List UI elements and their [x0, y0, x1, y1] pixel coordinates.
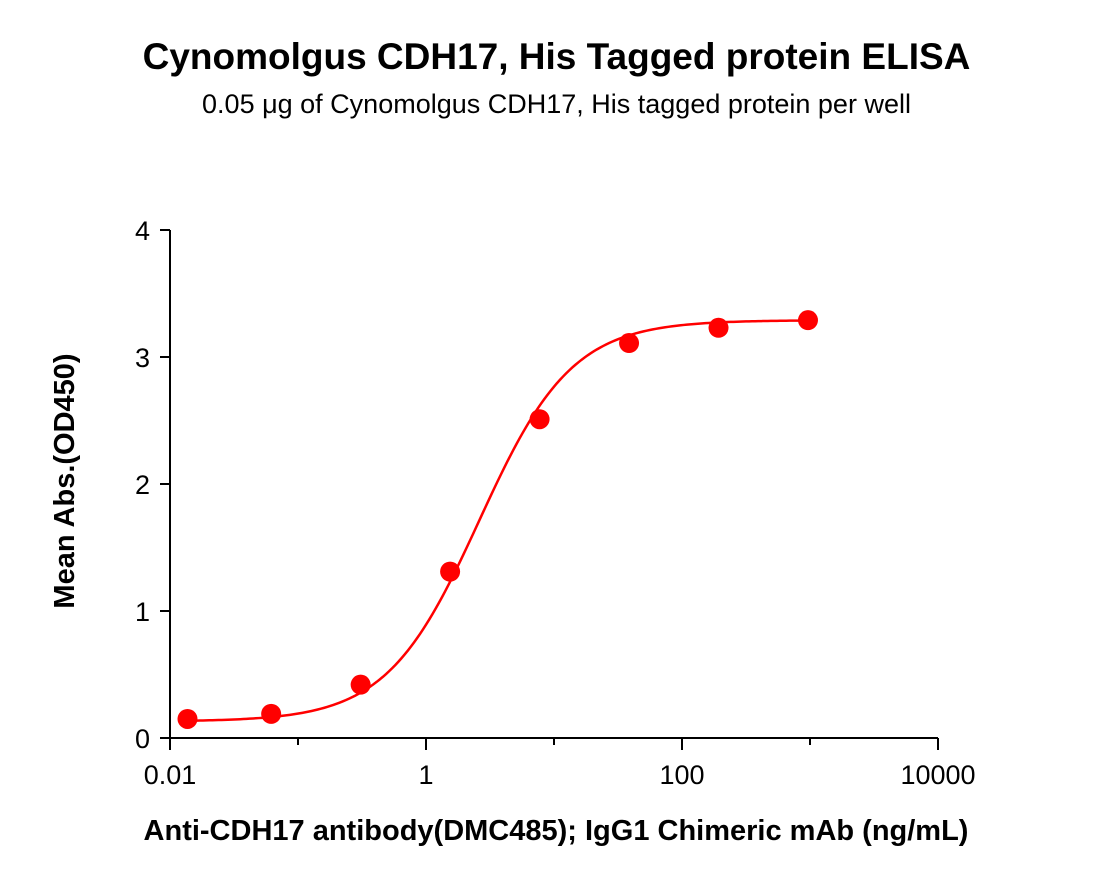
y-tick-label: 3	[135, 343, 150, 373]
chart-subtitle: 0.05 μg of Cynomolgus CDH17, His tagged …	[202, 89, 911, 119]
axes	[169, 230, 938, 739]
x-tick-label: 100	[659, 760, 704, 790]
data-point	[708, 317, 729, 338]
data-point	[797, 310, 818, 331]
fit-curve-line	[187, 319, 808, 722]
data-point	[177, 708, 198, 729]
y-axis-label: Mean Abs.(OD450)	[49, 353, 81, 608]
y-tick-label: 0	[135, 724, 150, 754]
data-point	[619, 333, 640, 354]
data-points	[177, 310, 818, 729]
data-point	[350, 674, 371, 695]
x-tick-label: 10000	[900, 760, 975, 790]
fit-curve	[187, 319, 808, 722]
chart-title: Cynomolgus CDH17, His Tagged protein ELI…	[142, 36, 971, 77]
data-point	[261, 703, 282, 724]
y-tick-label: 1	[135, 597, 150, 627]
x-tick-label: 0.01	[144, 760, 197, 790]
y-tick-label: 2	[135, 470, 150, 500]
x-axis-label: Anti-CDH17 antibody(DMC485); IgG1 Chimer…	[144, 815, 969, 847]
y-tick-label: 4	[135, 216, 150, 246]
data-point	[529, 409, 550, 430]
data-point	[440, 561, 461, 582]
ticks: 0 1 2 3 4 0.01 1 100 10000	[135, 216, 976, 790]
x-tick-label: 1	[418, 760, 433, 790]
